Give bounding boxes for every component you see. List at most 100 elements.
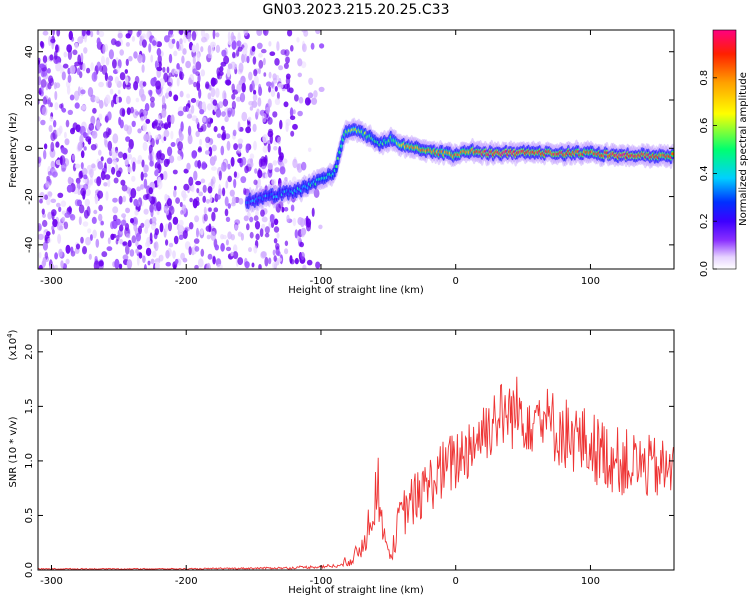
snr-panel: -300 -200 -100 0 100 0.0 0.5 1.0 1.5 2.0 Height … xyxy=(6,329,675,596)
noise-speckle xyxy=(74,102,80,109)
noise-speckle xyxy=(38,156,42,164)
noise-speckle xyxy=(130,218,134,224)
noise-speckle xyxy=(267,98,272,108)
y-tick-label: 1.0 xyxy=(24,453,35,469)
spectrogram-y-ticks: -40 -20 0 20 40 xyxy=(24,45,674,253)
noise-speckle xyxy=(264,256,269,267)
noise-speckle xyxy=(82,221,89,227)
noise-speckle xyxy=(87,165,93,170)
spectrogram-cells xyxy=(38,30,674,269)
noise-speckle xyxy=(137,54,143,64)
noise-speckle xyxy=(181,55,185,64)
noise-speckle xyxy=(105,191,109,201)
noise-speckle xyxy=(80,187,87,197)
noise-speckle xyxy=(38,264,43,269)
noise-speckle xyxy=(208,84,212,91)
colorbar-ticks: 0.0 0.2 0.4 0.6 0.8 xyxy=(699,70,717,277)
noise-speckle xyxy=(41,208,45,215)
noise-speckle xyxy=(284,240,289,247)
noise-speckle xyxy=(186,162,191,170)
noise-speckle xyxy=(38,63,45,69)
noise-speckle xyxy=(44,194,48,200)
noise-speckle xyxy=(276,232,280,239)
noise-speckle xyxy=(144,219,151,229)
noise-speckle xyxy=(170,114,175,125)
noise-speckle xyxy=(67,74,72,84)
noise-speckle xyxy=(260,158,266,167)
noise-speckle xyxy=(137,244,143,250)
noise-speckle xyxy=(297,110,303,117)
noise-speckle xyxy=(196,188,200,194)
noise-speckle xyxy=(78,216,82,226)
noise-speckle xyxy=(199,138,203,146)
noise-speckle xyxy=(61,107,67,113)
noise-speckle xyxy=(107,178,111,188)
noise-speckle xyxy=(105,79,112,88)
noise-speckle xyxy=(315,30,321,35)
noise-speckle xyxy=(69,214,76,221)
noise-speckle xyxy=(125,58,129,66)
noise-speckle xyxy=(92,229,97,239)
noise-speckle xyxy=(114,76,120,84)
noise-speckle xyxy=(107,140,113,151)
noise-speckle xyxy=(86,67,91,74)
noise-speckle xyxy=(45,180,49,189)
noise-speckle xyxy=(65,119,70,128)
noise-speckle xyxy=(151,216,157,224)
noise-speckle xyxy=(257,169,263,179)
noise-speckle xyxy=(130,188,137,199)
noise-speckle xyxy=(90,144,97,151)
noise-speckle xyxy=(59,64,63,74)
noise-speckle xyxy=(104,72,108,81)
noise-speckle xyxy=(149,160,154,167)
noise-speckle xyxy=(93,209,98,215)
noise-speckle xyxy=(81,104,87,111)
noise-speckle xyxy=(188,176,194,186)
noise-speckle xyxy=(161,95,166,106)
noise-speckle xyxy=(97,190,104,199)
noise-speckle xyxy=(98,260,104,267)
noise-speckle xyxy=(182,193,188,199)
noise-speckle xyxy=(138,87,145,98)
noise-speckle xyxy=(176,63,180,70)
noise-speckle xyxy=(195,130,200,138)
noise-speckle xyxy=(238,62,244,73)
noise-speckle xyxy=(129,196,133,203)
noise-speckle xyxy=(98,204,103,212)
noise-speckle xyxy=(277,251,281,257)
snr-marks xyxy=(38,376,674,570)
noise-speckle xyxy=(39,191,45,201)
noise-speckle xyxy=(163,136,167,142)
x-tick-label: 0 xyxy=(453,276,459,287)
noise-speckle xyxy=(76,67,81,76)
noise-speckle xyxy=(52,219,58,228)
noise-speckle xyxy=(137,128,142,134)
noise-speckle xyxy=(96,61,101,71)
noise-speckle xyxy=(51,209,57,217)
noise-speckle xyxy=(187,125,192,136)
noise-speckle xyxy=(38,116,41,122)
x-tick-label: -200 xyxy=(175,576,198,587)
noise-speckle xyxy=(215,108,222,118)
noise-speckle xyxy=(128,55,133,62)
noise-speckle xyxy=(186,113,192,119)
noise-speckle xyxy=(50,141,55,152)
noise-speckle xyxy=(113,177,119,184)
noise-speckle xyxy=(248,71,253,81)
noise-speckle xyxy=(166,66,170,74)
noise-speckle xyxy=(177,259,182,266)
noise-speckle xyxy=(47,191,53,197)
noise-speckle xyxy=(135,97,140,103)
colorbar-gradient xyxy=(712,29,737,270)
noise-speckle xyxy=(53,82,58,90)
noise-speckle xyxy=(216,67,221,77)
noise-speckle xyxy=(207,92,212,100)
noise-speckle xyxy=(122,241,128,246)
noise-speckle xyxy=(104,174,111,180)
noise-speckle xyxy=(193,81,197,88)
noise-speckle xyxy=(189,197,193,203)
noise-speckle xyxy=(110,233,115,240)
noise-speckle xyxy=(246,55,250,64)
noise-speckle xyxy=(241,111,248,122)
noise-speckle xyxy=(125,75,129,86)
